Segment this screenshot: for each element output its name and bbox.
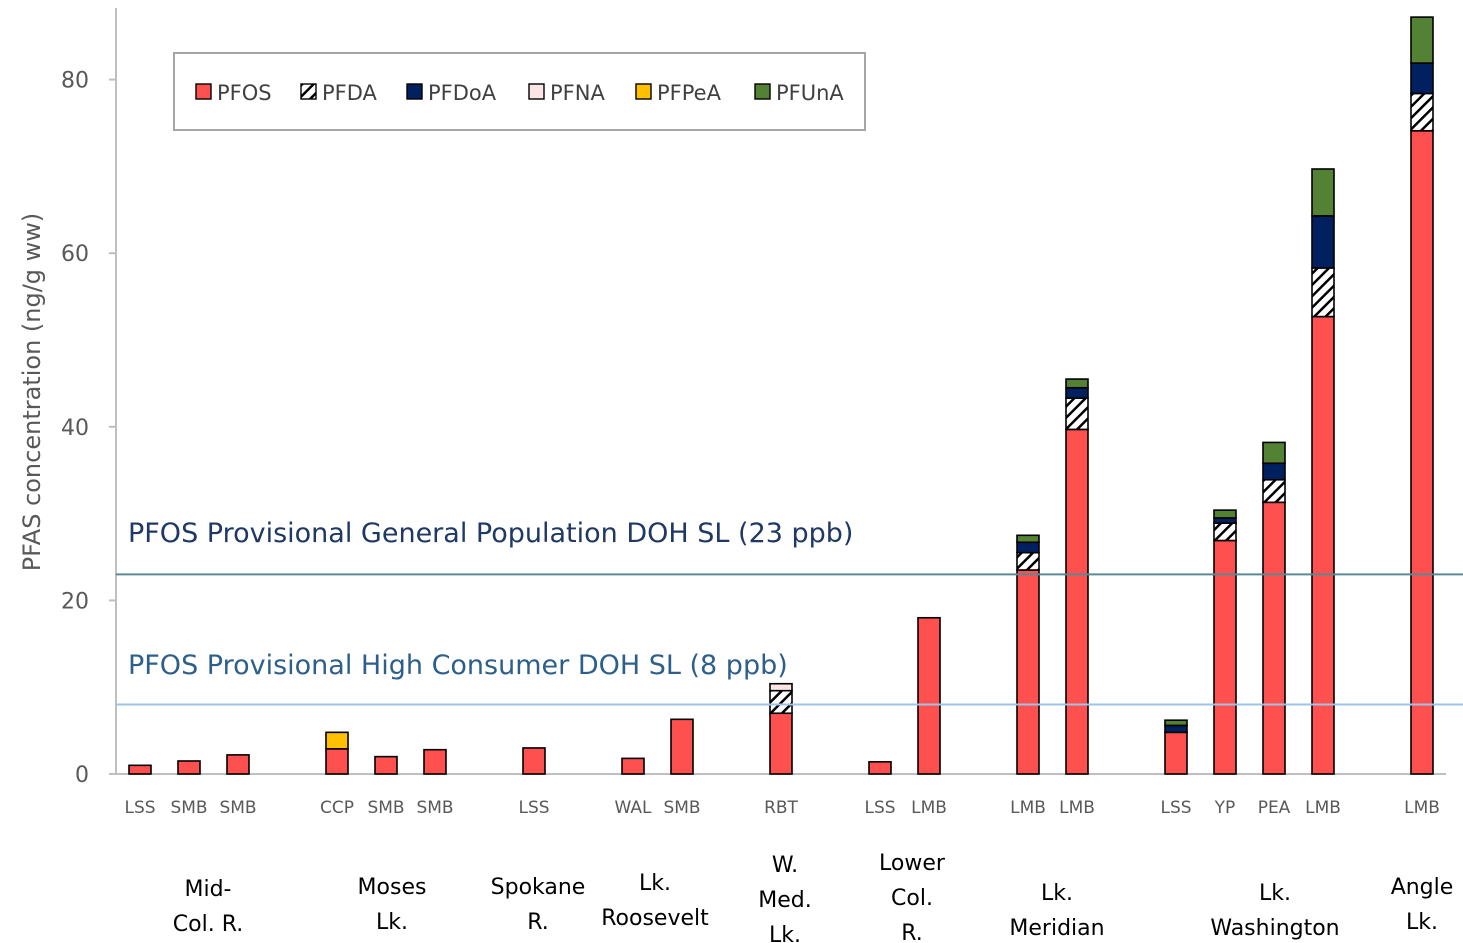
x-category-label: SMB	[663, 798, 700, 818]
group-label: Moses Lk.	[358, 875, 427, 935]
legend-swatch-pfna	[528, 83, 545, 100]
x-category-label: YP	[1214, 798, 1236, 818]
legend-swatch-pfos	[195, 83, 212, 100]
bar-pfdoa-17	[1311, 215, 1335, 269]
bar-pfos-1	[177, 760, 201, 775]
y-tick-label: 80	[61, 69, 89, 94]
x-category-label: LSS	[518, 798, 549, 818]
legend-swatch-pfdoa	[406, 83, 423, 100]
x-category-label: PEA	[1258, 798, 1291, 818]
x-category-label: SMB	[219, 798, 256, 818]
bar-pfos-2	[226, 754, 250, 775]
bar-pfos-9	[769, 712, 793, 775]
bar-pfos-15	[1213, 539, 1237, 775]
bar-pfdoa-13	[1065, 386, 1089, 399]
bar-pfuna-18	[1410, 16, 1434, 64]
bar-pfda-18	[1410, 92, 1434, 132]
bar-pfuna-14	[1164, 719, 1188, 727]
group-label: Lk. Roosevelt	[601, 871, 709, 931]
bar-pfos-5	[423, 748, 447, 775]
bar-pfda-9	[769, 689, 793, 715]
bar-pfos-7	[621, 757, 645, 775]
bar-pfdoa-18	[1410, 62, 1434, 95]
x-category-label: SMB	[170, 798, 207, 818]
bar-pfuna-17	[1311, 168, 1335, 217]
legend-label-pfdoa: PFDoA	[428, 81, 497, 105]
x-category-label: SMB	[367, 798, 404, 818]
y-axis-label: PFAS concentration (ng/g ww)	[18, 213, 46, 572]
bar-pfos-12	[1016, 569, 1040, 775]
x-category-label: LMB	[1305, 798, 1341, 818]
x-category-label: LMB	[911, 798, 947, 818]
bar-pfna-9	[769, 682, 793, 692]
y-tick-label: 0	[75, 763, 89, 788]
legend-label-pfna: PFNA	[550, 81, 605, 105]
bar-pfos-13	[1065, 428, 1089, 775]
bar-pfdoa-12	[1016, 541, 1040, 554]
bar-pfda-12	[1016, 551, 1040, 571]
group-label: Angle Lk.	[1391, 875, 1454, 935]
reference-lines: PFOS Provisional General Population DOH …	[116, 518, 1463, 706]
bar-pfos-4	[374, 755, 398, 775]
bar-pfuna-15	[1213, 509, 1237, 519]
bar-pfos-8	[670, 718, 694, 775]
y-tick-label: 60	[61, 242, 89, 267]
bar-pfos-3	[325, 748, 349, 775]
bar-pfos-10	[868, 761, 892, 775]
legend-label-pfda: PFDA	[322, 81, 378, 105]
legend-label-pfpea: PFPeA	[657, 81, 722, 105]
bar-pfda-15	[1213, 522, 1237, 542]
x-category-label: WAL	[615, 798, 653, 818]
y-tick-label: 40	[61, 416, 89, 441]
legend-swatch-pfuna	[754, 83, 771, 100]
bar-pfos-14	[1164, 731, 1188, 775]
x-category-label: LSS	[124, 798, 155, 818]
x-category-label: RBT	[764, 798, 798, 818]
reference-line-label: PFOS Provisional High Consumer DOH SL (8…	[128, 650, 788, 681]
bar-pfda-13	[1065, 397, 1089, 431]
bar-pfuna-12	[1016, 534, 1040, 544]
bar-pfos-0	[128, 764, 152, 775]
plot-area: 0 20 40 60 80 LSS SMB SMB CCP SMB SMB LSS WAL SMB RBT L…	[61, 8, 1453, 943]
reference-line-label: PFOS Provisional General Population DOH …	[128, 518, 853, 549]
bar-pfos-18	[1410, 130, 1434, 775]
group-label: Lk. Washington	[1210, 881, 1339, 941]
y-tick-label: 20	[61, 589, 89, 614]
x-category-label: CCP	[320, 798, 354, 818]
bar-pfdoa-14	[1164, 724, 1188, 734]
legend-label-pfuna: PFUnA	[776, 81, 844, 105]
x-category-label: LSS	[1160, 798, 1191, 818]
group-label: W. Med. Lk.	[758, 853, 811, 943]
x-category-label: LMB	[1404, 798, 1440, 818]
bar-pfuna-13	[1065, 378, 1089, 389]
bar-pfos-6	[522, 747, 546, 775]
legend-swatch-pfpea	[635, 83, 652, 100]
x-category-label: LMB	[1059, 798, 1095, 818]
legend-box	[173, 52, 866, 131]
bar-pfdoa-16	[1262, 462, 1286, 481]
group-label: Lower Col. R.	[879, 851, 946, 943]
x-category-label: LMB	[1010, 798, 1046, 818]
bar-pfda-16	[1262, 478, 1286, 504]
bar-pfos-11	[917, 616, 941, 775]
x-category-label: SMB	[416, 798, 453, 818]
group-label: Lk. Meridian	[1009, 881, 1104, 941]
legend-label-pfos: PFOS	[217, 81, 272, 105]
x-category-label: LSS	[864, 798, 895, 818]
bar-pfos-16	[1262, 501, 1286, 775]
legend-swatch-pfda	[300, 83, 317, 100]
group-label: Spokane R.	[491, 875, 586, 935]
legend: PFOS PFDA PFDoA PFNA PFPeA PFUnA	[173, 52, 866, 131]
bar-pfuna-16	[1262, 441, 1286, 465]
group-label: Mid-Col. R.	[173, 877, 243, 937]
bar-pfda-17	[1311, 267, 1335, 318]
bar-pfpea-3	[325, 731, 349, 750]
